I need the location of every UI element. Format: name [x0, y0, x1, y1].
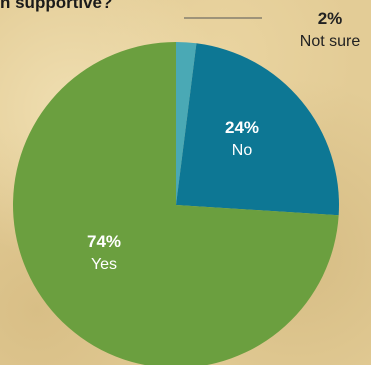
slice-percent-label: 24%: [225, 118, 259, 137]
slice-percent-label: 74%: [87, 232, 121, 251]
slice-category-label: No: [232, 142, 253, 159]
slice-category-label: Yes: [91, 256, 117, 273]
pie-slice-yes: [13, 42, 339, 365]
pie-slice-no: [176, 43, 339, 216]
pie-slice-not-sure: [176, 42, 197, 205]
slice-category-label: Not sure: [300, 33, 361, 50]
slice-percent-label: 2%: [318, 9, 343, 28]
chart-title: n supportive?: [0, 0, 113, 12]
